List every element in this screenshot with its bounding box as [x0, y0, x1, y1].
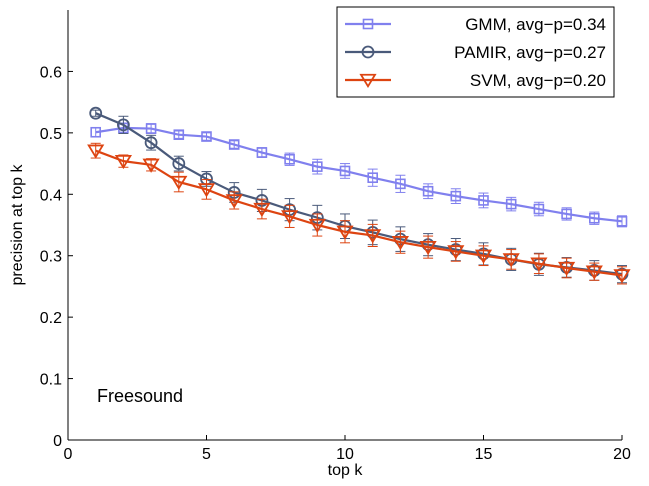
y-tick-label: 0.5 [40, 126, 62, 143]
x-tick-label: 5 [202, 446, 211, 463]
data-point [90, 126, 101, 138]
data-point [114, 154, 132, 170]
data-point [364, 229, 382, 244]
data-point [585, 265, 603, 280]
data-point [311, 161, 323, 172]
data-point [281, 210, 299, 225]
data-point [339, 165, 351, 177]
legend-label: PAMIR, avg−p=0.27 [454, 43, 606, 62]
legend-label: SVM, avg−p=0.20 [470, 71, 606, 90]
x-tick-label: 0 [64, 446, 73, 463]
data-point [308, 218, 326, 234]
legend-marker [361, 45, 375, 59]
data-point [89, 106, 103, 120]
data-point [447, 245, 465, 260]
y-tick-label: 0.6 [40, 64, 62, 81]
y-axis-title: precision at top k [9, 164, 26, 286]
data-point [422, 185, 434, 197]
legend-label: GMM, avg−p=0.34 [465, 15, 606, 34]
series-3 [87, 142, 631, 285]
data-point [256, 147, 268, 158]
data-point [588, 212, 600, 224]
data-point [613, 269, 631, 284]
data-point [87, 144, 105, 159]
series-1 [90, 122, 628, 228]
legend: GMM, avg−p=0.34 PAMIR, avg−p=0.27 SVM, avg… [336, 6, 615, 98]
data-point [284, 153, 295, 165]
data-point [225, 194, 243, 209]
data-point [201, 131, 212, 142]
data-point [197, 183, 216, 198]
x-axis-title: top k [328, 462, 364, 479]
data-point [142, 158, 160, 173]
data-point [502, 253, 520, 268]
series-group [87, 106, 631, 285]
data-point [336, 225, 354, 240]
data-point [117, 118, 130, 132]
data-point [561, 208, 572, 220]
y-tick-label: 0 [53, 433, 62, 450]
dataset-annotation: Freesound [97, 386, 183, 406]
data-point [558, 261, 576, 277]
y-tick-label: 0.2 [40, 310, 62, 327]
data-point [145, 123, 157, 134]
data-point [474, 249, 493, 264]
x-tick-label: 10 [336, 446, 354, 463]
y-tick-label: 0.3 [40, 249, 62, 266]
data-point [170, 175, 188, 191]
data-point [395, 178, 406, 190]
data-point [505, 198, 517, 210]
x-tick-label: 20 [613, 446, 631, 463]
data-point [533, 203, 545, 215]
data-point [144, 136, 158, 150]
y-tick-label: 0.4 [40, 187, 62, 204]
y-tick-label: 0.1 [40, 372, 62, 389]
data-point [253, 202, 271, 218]
data-point [450, 190, 462, 202]
data-point [419, 240, 437, 256]
data-point [367, 172, 379, 183]
ticks: 0 5 10 15 20 0 0.1 0.2 0.3 0.4 0.5 0.6 [40, 64, 631, 463]
data-point [478, 195, 489, 206]
data-point [228, 139, 240, 150]
x-tick-label: 15 [475, 446, 493, 463]
data-point [391, 236, 409, 251]
data-point [616, 216, 628, 227]
legend-marker [362, 18, 374, 30]
data-point [530, 257, 548, 272]
data-point [173, 129, 185, 140]
data-point [172, 157, 186, 170]
legend-marker [359, 73, 377, 89]
